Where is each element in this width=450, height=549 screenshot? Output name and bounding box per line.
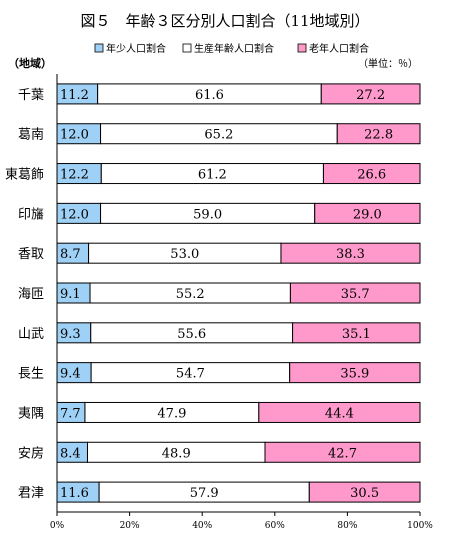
data-label: 9.4 bbox=[60, 367, 81, 382]
legend-label: 年少人口割合 bbox=[106, 42, 166, 55]
category-label: 印旛 bbox=[18, 206, 44, 222]
legend-swatch bbox=[182, 43, 192, 53]
data-label: 53.0 bbox=[170, 247, 199, 262]
category-label: 安房 bbox=[18, 445, 44, 461]
x-tick-label: 0% bbox=[50, 521, 65, 531]
bar-segment bbox=[280, 242, 421, 264]
bar-segment bbox=[258, 401, 421, 423]
category-label: 海匝 bbox=[18, 287, 44, 302]
legend-swatch bbox=[94, 43, 104, 53]
data-label: 9.3 bbox=[60, 327, 81, 342]
legend-swatch bbox=[297, 43, 307, 53]
data-label: 12.0 bbox=[60, 128, 89, 143]
category-label: 長生 bbox=[18, 367, 44, 382]
data-label: 11.2 bbox=[60, 88, 89, 103]
data-label: 8.4 bbox=[60, 446, 81, 461]
data-label: 44.4 bbox=[325, 406, 354, 421]
category-label: 葛南 bbox=[18, 127, 44, 143]
category-label: 君津 bbox=[18, 486, 44, 501]
data-label: 12.0 bbox=[60, 207, 89, 222]
legend-label: 老年人口割合 bbox=[309, 42, 369, 55]
data-label: 26.6 bbox=[357, 168, 386, 183]
data-label: 61.2 bbox=[198, 168, 227, 183]
bar-segment bbox=[289, 282, 421, 304]
bar-segment bbox=[336, 123, 421, 145]
legend-label: 生産年齢人口割合 bbox=[194, 42, 274, 55]
data-label: 29.0 bbox=[353, 207, 382, 222]
category-label: 山武 bbox=[18, 327, 44, 342]
x-tick-label: 100% bbox=[407, 521, 433, 531]
category-label: 千葉 bbox=[18, 88, 44, 103]
data-label: 27.2 bbox=[356, 88, 385, 103]
data-label: 42.7 bbox=[328, 446, 357, 461]
data-label: 65.2 bbox=[204, 128, 233, 143]
bar-segment bbox=[320, 83, 421, 105]
unit-note: （単位：％） bbox=[358, 57, 418, 70]
chart-title: 図５ 年齢３区分別人口割合（11地域別） bbox=[80, 12, 369, 30]
data-label: 61.6 bbox=[195, 88, 224, 103]
data-label: 11.6 bbox=[60, 486, 89, 501]
category-label: 香取 bbox=[18, 247, 44, 262]
data-label: 38.3 bbox=[336, 247, 365, 262]
data-label: 12.2 bbox=[60, 168, 89, 183]
bars: 千葉 11.2 61.6 27.2 葛南 12.0 65.2 22.8 東葛飾 12.2 61.2 2… bbox=[5, 83, 421, 503]
data-label: 30.5 bbox=[350, 486, 379, 501]
x-tick-label: 60% bbox=[265, 521, 285, 531]
x-tick-label: 20% bbox=[120, 521, 140, 531]
data-label: 55.6 bbox=[177, 327, 206, 342]
data-label: 35.7 bbox=[341, 287, 370, 302]
bar-segment bbox=[314, 202, 421, 224]
bar-segment bbox=[322, 163, 421, 185]
bar-segment bbox=[292, 322, 421, 344]
data-label: 47.9 bbox=[157, 406, 186, 421]
bar-segment bbox=[264, 441, 421, 463]
data-label: 35.9 bbox=[340, 367, 369, 382]
x-tick-label: 80% bbox=[337, 521, 357, 531]
legend: 年少人口割合 生産年齢人口割合 老年人口割合 bbox=[94, 42, 369, 55]
data-label: 22.8 bbox=[364, 128, 393, 143]
data-label: 7.7 bbox=[60, 406, 81, 421]
category-label: 東葛飾 bbox=[5, 167, 44, 183]
data-label: 54.7 bbox=[176, 367, 205, 382]
bar-segment bbox=[289, 362, 421, 384]
bar-segment bbox=[308, 481, 421, 503]
data-label: 59.0 bbox=[193, 207, 222, 222]
data-label: 55.2 bbox=[176, 287, 205, 302]
x-tick-label: 40% bbox=[192, 521, 212, 531]
data-label: 57.9 bbox=[190, 486, 219, 501]
data-label: 9.1 bbox=[60, 287, 81, 302]
data-label: 35.1 bbox=[342, 327, 371, 342]
x-axis: 0% 20% 40% 60% 80% 100% bbox=[50, 74, 433, 531]
data-label: 8.7 bbox=[60, 247, 81, 262]
category-label: 夷隅 bbox=[18, 405, 44, 421]
region-axis-label: （地域） bbox=[8, 56, 52, 70]
data-label: 48.9 bbox=[162, 446, 191, 461]
